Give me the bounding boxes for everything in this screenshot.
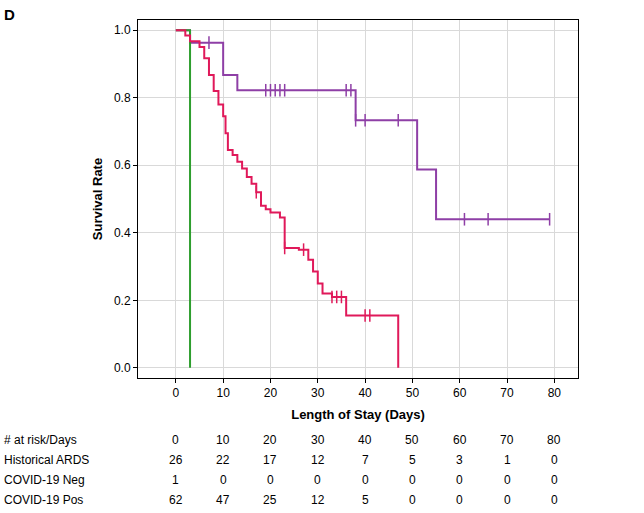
svg-text:0: 0: [456, 493, 463, 507]
svg-text:26: 26: [169, 453, 183, 467]
svg-text:10: 10: [216, 386, 230, 400]
svg-text:0.4: 0.4: [114, 226, 131, 240]
svg-text:Historical ARDS: Historical ARDS: [4, 453, 89, 467]
svg-text:62: 62: [169, 493, 183, 507]
svg-text:0.0: 0.0: [114, 361, 131, 375]
svg-text:0: 0: [220, 473, 227, 487]
svg-text:0: 0: [456, 473, 463, 487]
svg-text:80: 80: [547, 433, 561, 447]
svg-text:30: 30: [311, 386, 325, 400]
svg-text:0: 0: [504, 493, 511, 507]
svg-text:3: 3: [456, 453, 463, 467]
svg-text:COVID-19 Pos: COVID-19 Pos: [4, 493, 83, 507]
svg-text:12: 12: [311, 493, 325, 507]
svg-text:0: 0: [551, 493, 558, 507]
svg-text:40: 40: [358, 433, 372, 447]
svg-text:Length of Stay (Days): Length of Stay (Days): [291, 407, 425, 422]
svg-text:Survival Rate: Survival Rate: [90, 158, 105, 240]
svg-text:1.0: 1.0: [114, 23, 131, 37]
svg-text:0: 0: [172, 433, 179, 447]
svg-text:70: 70: [500, 386, 514, 400]
svg-text:20: 20: [264, 386, 278, 400]
svg-text:D: D: [4, 6, 15, 23]
svg-text:12: 12: [311, 453, 325, 467]
svg-text:5: 5: [409, 453, 416, 467]
svg-text:50: 50: [405, 433, 419, 447]
svg-text:0: 0: [314, 473, 321, 487]
svg-text:0.6: 0.6: [114, 158, 131, 172]
svg-text:25: 25: [263, 493, 277, 507]
svg-text:70: 70: [500, 433, 514, 447]
svg-text:60: 60: [453, 433, 467, 447]
svg-text:1: 1: [172, 473, 179, 487]
svg-text:5: 5: [362, 493, 369, 507]
svg-text:80: 80: [548, 386, 562, 400]
svg-text:10: 10: [216, 433, 230, 447]
svg-text:0: 0: [362, 473, 369, 487]
svg-text:1: 1: [504, 453, 511, 467]
svg-text:0: 0: [409, 473, 416, 487]
svg-text:COVID-19 Neg: COVID-19 Neg: [4, 473, 85, 487]
svg-text:40: 40: [358, 386, 372, 400]
svg-text:7: 7: [362, 453, 369, 467]
svg-text:0.8: 0.8: [114, 91, 131, 105]
svg-text:0: 0: [409, 493, 416, 507]
svg-text:0.2: 0.2: [114, 294, 131, 308]
svg-text:60: 60: [453, 386, 467, 400]
svg-text:30: 30: [311, 433, 325, 447]
svg-text:17: 17: [263, 453, 277, 467]
svg-text:50: 50: [406, 386, 420, 400]
svg-text:47: 47: [216, 493, 230, 507]
svg-text:22: 22: [216, 453, 230, 467]
svg-text:0: 0: [551, 473, 558, 487]
svg-text:# at risk/Days: # at risk/Days: [4, 433, 77, 447]
svg-text:0: 0: [173, 386, 180, 400]
svg-text:0: 0: [551, 453, 558, 467]
svg-text:0: 0: [504, 473, 511, 487]
svg-text:20: 20: [263, 433, 277, 447]
svg-text:0: 0: [267, 473, 274, 487]
